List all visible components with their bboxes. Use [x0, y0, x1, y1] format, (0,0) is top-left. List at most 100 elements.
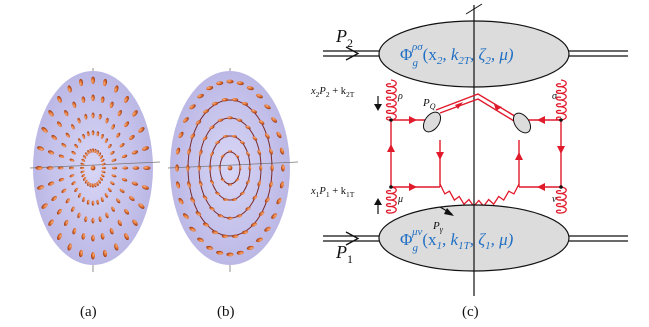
ellipsoid-bead — [210, 151, 214, 157]
ellipsoid-bead — [100, 174, 105, 178]
ellipsoid-bead — [111, 124, 115, 130]
ellipsoid-bead — [67, 243, 72, 251]
ellipsoid-bead — [138, 203, 145, 209]
ellipsoid-bead — [264, 226, 271, 232]
ellipsoid-bead — [96, 181, 99, 186]
ellipsoid-bead — [124, 208, 130, 215]
lower-momentum-arrow — [374, 198, 382, 205]
ellipsoid-bead — [182, 117, 189, 123]
ellipsoid-bead — [246, 86, 254, 91]
ellipsoid-bead — [91, 234, 95, 242]
ellipsoid-bead — [209, 206, 215, 211]
arrow-upper — [345, 46, 360, 61]
ellipsoid-bead — [175, 164, 179, 172]
ellipsoid-bead — [258, 211, 265, 216]
ellipsoid-bead — [61, 188, 67, 193]
pq-blob-left — [422, 111, 442, 133]
ellipsoid-bead — [57, 233, 62, 241]
ellipsoid-bead — [239, 165, 242, 171]
ellipsoid-bead — [189, 104, 196, 110]
ellipsoid-bead — [83, 155, 87, 159]
radial-ellipsoids — [35, 76, 151, 260]
gluons — [385, 79, 567, 214]
ellipsoid-bead — [81, 158, 86, 162]
ellipsoid-bead — [202, 222, 210, 227]
ellipsoid-bead — [241, 101, 249, 106]
ellipsoid-bead — [131, 181, 139, 186]
ellipsoid-bead — [264, 133, 270, 139]
ellipsoid-bead — [215, 191, 220, 196]
ellipsoid-bead — [80, 166, 85, 170]
ellipsoid-bead — [245, 206, 251, 211]
ellipsoid-bead — [90, 165, 96, 171]
ellipsoid-bead — [226, 79, 234, 84]
photon-line — [439, 183, 520, 208]
ellipsoid-bead — [114, 85, 119, 93]
ellipsoid-bead — [98, 216, 102, 223]
pgamma-label: Pγ — [432, 220, 444, 234]
ellipsoid-bead — [202, 109, 210, 114]
ellipsoid-bead — [216, 81, 224, 86]
ellipsoid-bead — [74, 187, 79, 193]
ellipsoid-bead — [269, 181, 273, 188]
ellipsoid-bead — [56, 121, 62, 128]
vertices — [389, 118, 563, 189]
ellipsoid-bead — [236, 214, 243, 218]
ellipsoid-bead — [91, 200, 95, 206]
label-c: (c) — [462, 304, 479, 320]
ellipsoid-bead — [131, 150, 139, 155]
ellipsoid-bead — [41, 203, 48, 209]
ellipsoid-bead — [71, 181, 76, 186]
ellipsoid-bead — [276, 197, 282, 205]
ellipsoid-bead — [227, 165, 233, 171]
ellipsoid-bead — [102, 78, 108, 87]
ellipsoid-bead — [216, 250, 224, 255]
proton-line-lower — [323, 235, 628, 242]
ellipsoid-bead — [195, 211, 202, 216]
ellipsoid-bead — [248, 165, 252, 171]
ellipsoid-bead — [132, 219, 138, 226]
ellipsoid-bead — [91, 183, 95, 188]
ellipsoid-bead — [104, 138, 109, 143]
ellipsoid-bead — [190, 197, 196, 203]
ellipsoid-bead — [264, 197, 270, 203]
ellipsoid-bead — [221, 234, 229, 239]
ellipsoid-bead — [100, 96, 105, 103]
upper-momentum-arrow — [374, 104, 382, 111]
ellipsoid-bead — [72, 227, 77, 235]
ellipsoid-bead — [57, 166, 64, 170]
ellipsoid-bead — [101, 162, 106, 166]
ellipsoid-bead — [48, 110, 54, 117]
ellipsoid-bead — [250, 109, 258, 114]
ellipsoid-bead — [105, 212, 109, 219]
ellipsoid-bead — [107, 143, 112, 149]
ellipsoid-bead — [107, 187, 112, 193]
ellipsoid-bead — [281, 164, 285, 172]
ellipsoid-bead — [211, 230, 219, 235]
index-rho: ρ — [397, 91, 403, 102]
ellipsoid-bead — [114, 243, 119, 251]
lower-blob-label: Φgμν(x1, k1T, ζ1, μ) — [400, 226, 514, 254]
panel-a — [29, 68, 161, 272]
upper-momentum-label: x2P2 + k2T — [310, 86, 355, 99]
ellipsoid-bead — [231, 198, 237, 202]
ellipsoid-bead — [198, 180, 203, 187]
ellipsoid-bead — [141, 146, 149, 151]
ellipsoid-bead — [132, 110, 138, 117]
ellipsoid-bead — [235, 154, 240, 158]
ellipsoid-bead — [48, 219, 54, 226]
ellipsoid-bead — [245, 125, 251, 130]
ellipsoid-bead — [91, 148, 95, 153]
ellipsoid-bead — [71, 206, 75, 212]
upper-blob-label: Φgρσ(x2, k2T, ζ2, μ) — [400, 41, 514, 69]
ellipsoid-bead — [117, 219, 122, 226]
index-sigma: σ — [552, 91, 558, 102]
ellipsoid-bead — [67, 85, 72, 93]
ellipsoid-bead — [81, 233, 86, 240]
ellipsoid-bead — [271, 213, 278, 219]
ellipsoid-bead — [141, 185, 149, 190]
ellipsoid-bead — [231, 234, 239, 239]
quark-arrows — [387, 102, 565, 191]
ellipsoid-bead — [77, 138, 82, 143]
